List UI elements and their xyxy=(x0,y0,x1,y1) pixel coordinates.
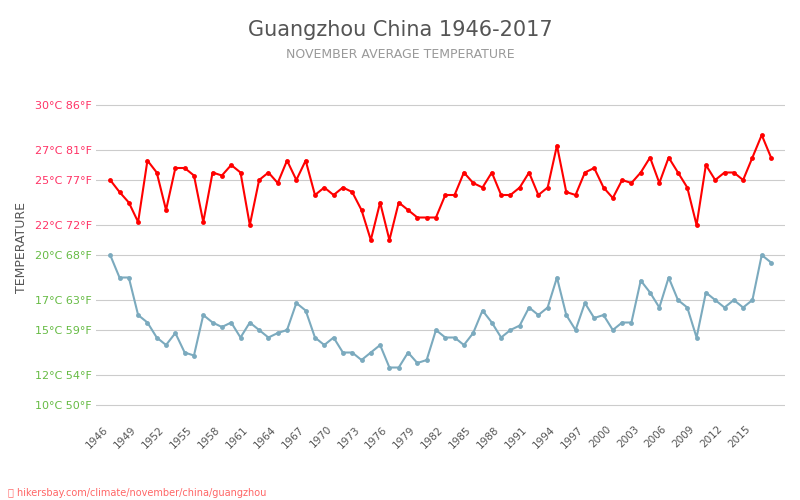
Y-axis label: TEMPERATURE: TEMPERATURE xyxy=(15,202,28,293)
Text: Guangzhou China 1946-2017: Guangzhou China 1946-2017 xyxy=(248,20,552,40)
Text: 🔸 hikersbay.com/climate/november/china/guangzhou: 🔸 hikersbay.com/climate/november/china/g… xyxy=(8,488,266,498)
Text: NOVEMBER AVERAGE TEMPERATURE: NOVEMBER AVERAGE TEMPERATURE xyxy=(286,48,514,60)
